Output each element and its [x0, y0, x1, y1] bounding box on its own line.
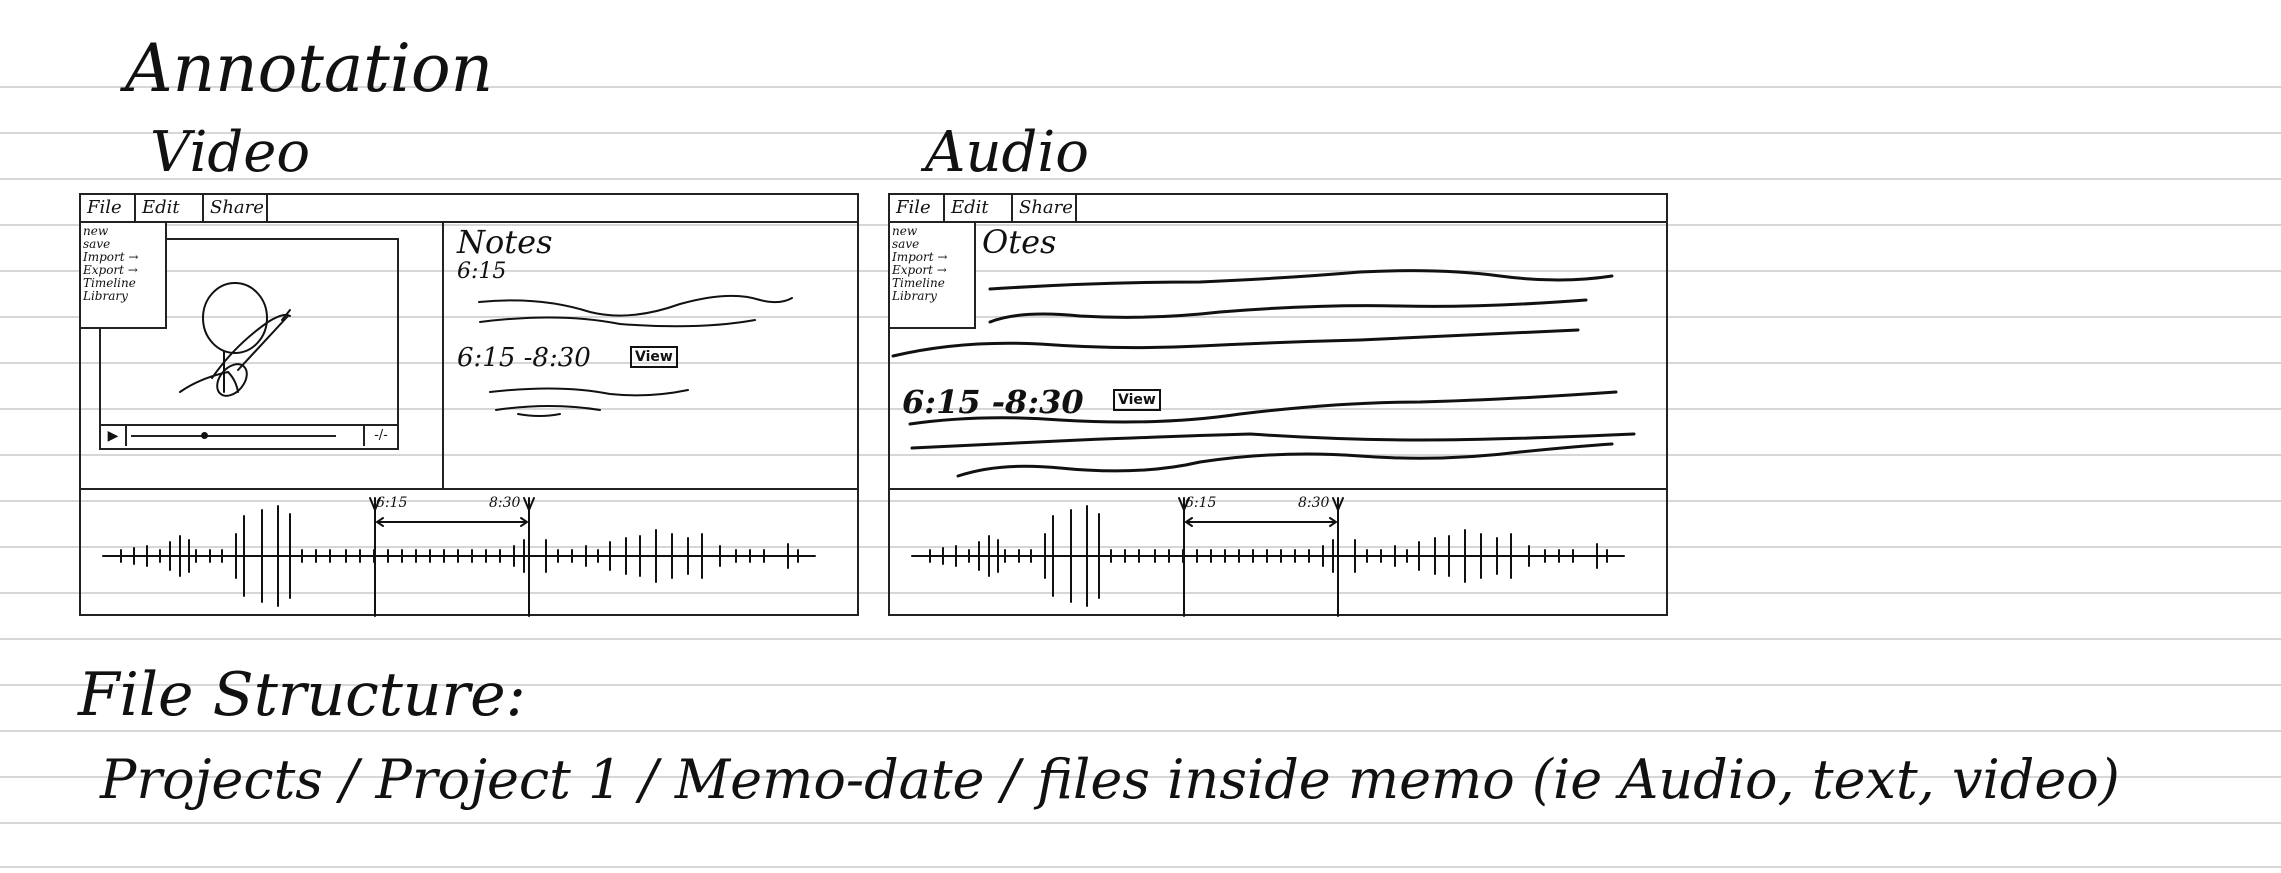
- timeline-divider: [81, 488, 857, 490]
- notes-label: Notes: [457, 223, 553, 261]
- audio-menubar: File Edit Share: [890, 195, 1666, 223]
- audio-heading: Audio: [925, 120, 1089, 185]
- timeline-divider: [890, 488, 1666, 490]
- time-readout: -/-: [363, 426, 397, 446]
- menu-share[interactable]: Share: [1013, 195, 1077, 221]
- video-heading: Video: [150, 120, 311, 185]
- note-range-timestamp[interactable]: 6:15 -8:30: [902, 383, 1084, 421]
- menu-item-new[interactable]: new: [83, 224, 109, 238]
- timeline-start-label: 6:15: [376, 495, 408, 511]
- menu-item-library[interactable]: Library: [892, 289, 937, 303]
- ruled-line: [0, 500, 2281, 502]
- file-dropdown: new save Import → Export → Timeline Libr…: [890, 221, 976, 329]
- ruled-line: [0, 270, 2281, 272]
- menu-share[interactable]: Share: [204, 195, 268, 221]
- timeline-end-label: 8:30: [489, 495, 521, 511]
- menu-item-export[interactable]: Export →: [892, 263, 947, 277]
- menu-edit[interactable]: Edit: [945, 195, 1013, 221]
- ruled-line: [0, 362, 2281, 364]
- file-structure-label: File Structure:: [78, 660, 526, 730]
- menu-item-new[interactable]: new: [892, 224, 918, 238]
- video-timeline-waveform: [102, 497, 816, 617]
- ruled-line: [0, 454, 2281, 456]
- ruled-line: [0, 822, 2281, 824]
- ruled-line: [0, 866, 2281, 868]
- video-note-scribbles: [478, 294, 793, 417]
- ruled-line: [0, 86, 2281, 88]
- menu-item-save[interactable]: save: [83, 237, 111, 251]
- menu-item-timeline[interactable]: Timeline: [83, 276, 136, 290]
- timeline-start-label: 6:15: [1185, 495, 1217, 511]
- ruled-line: [0, 224, 2281, 226]
- file-structure-path: Projects / Project 1 / Memo-date / files…: [100, 748, 2120, 811]
- ruled-line: [0, 638, 2281, 640]
- menu-item-timeline[interactable]: Timeline: [892, 276, 945, 290]
- video-window: File Edit Share ▶ -/- new save Import → …: [79, 193, 859, 616]
- ruled-line: [0, 178, 2281, 180]
- ruled-line: [0, 132, 2281, 134]
- note-range-timestamp[interactable]: 6:15 -8:30: [457, 343, 591, 373]
- notes-divider: [442, 221, 444, 488]
- ruled-line: [0, 730, 2281, 732]
- play-button[interactable]: ▶: [101, 426, 127, 446]
- file-dropdown: new save Import → Export → Timeline Libr…: [81, 221, 167, 329]
- ruled-line: [0, 546, 2281, 548]
- view-button[interactable]: View: [630, 346, 678, 368]
- violinist-sketch: [179, 282, 291, 397]
- note-timestamp[interactable]: 6:15: [457, 259, 507, 284]
- notes-label: Otes: [982, 223, 1057, 261]
- audio-timeline-waveform: [911, 497, 1625, 617]
- menu-item-library[interactable]: Library: [83, 289, 128, 303]
- audio-note-scribbles: [891, 269, 1636, 478]
- menu-item-import[interactable]: Import →: [83, 250, 139, 264]
- ruled-line: [0, 776, 2281, 778]
- menu-item-save[interactable]: save: [892, 237, 920, 251]
- ruled-line: [0, 684, 2281, 686]
- audio-window: File Edit Share new save Import → Export…: [888, 193, 1668, 616]
- video-menubar: File Edit Share: [81, 195, 857, 223]
- menu-item-import[interactable]: Import →: [892, 250, 948, 264]
- page-title: Annotation: [125, 30, 494, 107]
- menu-edit[interactable]: Edit: [136, 195, 204, 221]
- scrub-bar[interactable]: [131, 435, 336, 437]
- menu-item-export[interactable]: Export →: [83, 263, 138, 277]
- menu-file[interactable]: File: [890, 195, 945, 221]
- video-player: ▶ -/-: [99, 238, 399, 450]
- timeline-end-label: 8:30: [1298, 495, 1330, 511]
- ruled-line: [0, 592, 2281, 594]
- menu-file[interactable]: File: [81, 195, 136, 221]
- view-button[interactable]: View: [1113, 389, 1161, 411]
- scrub-handle[interactable]: [201, 432, 208, 439]
- player-controls: ▶ -/-: [101, 424, 397, 448]
